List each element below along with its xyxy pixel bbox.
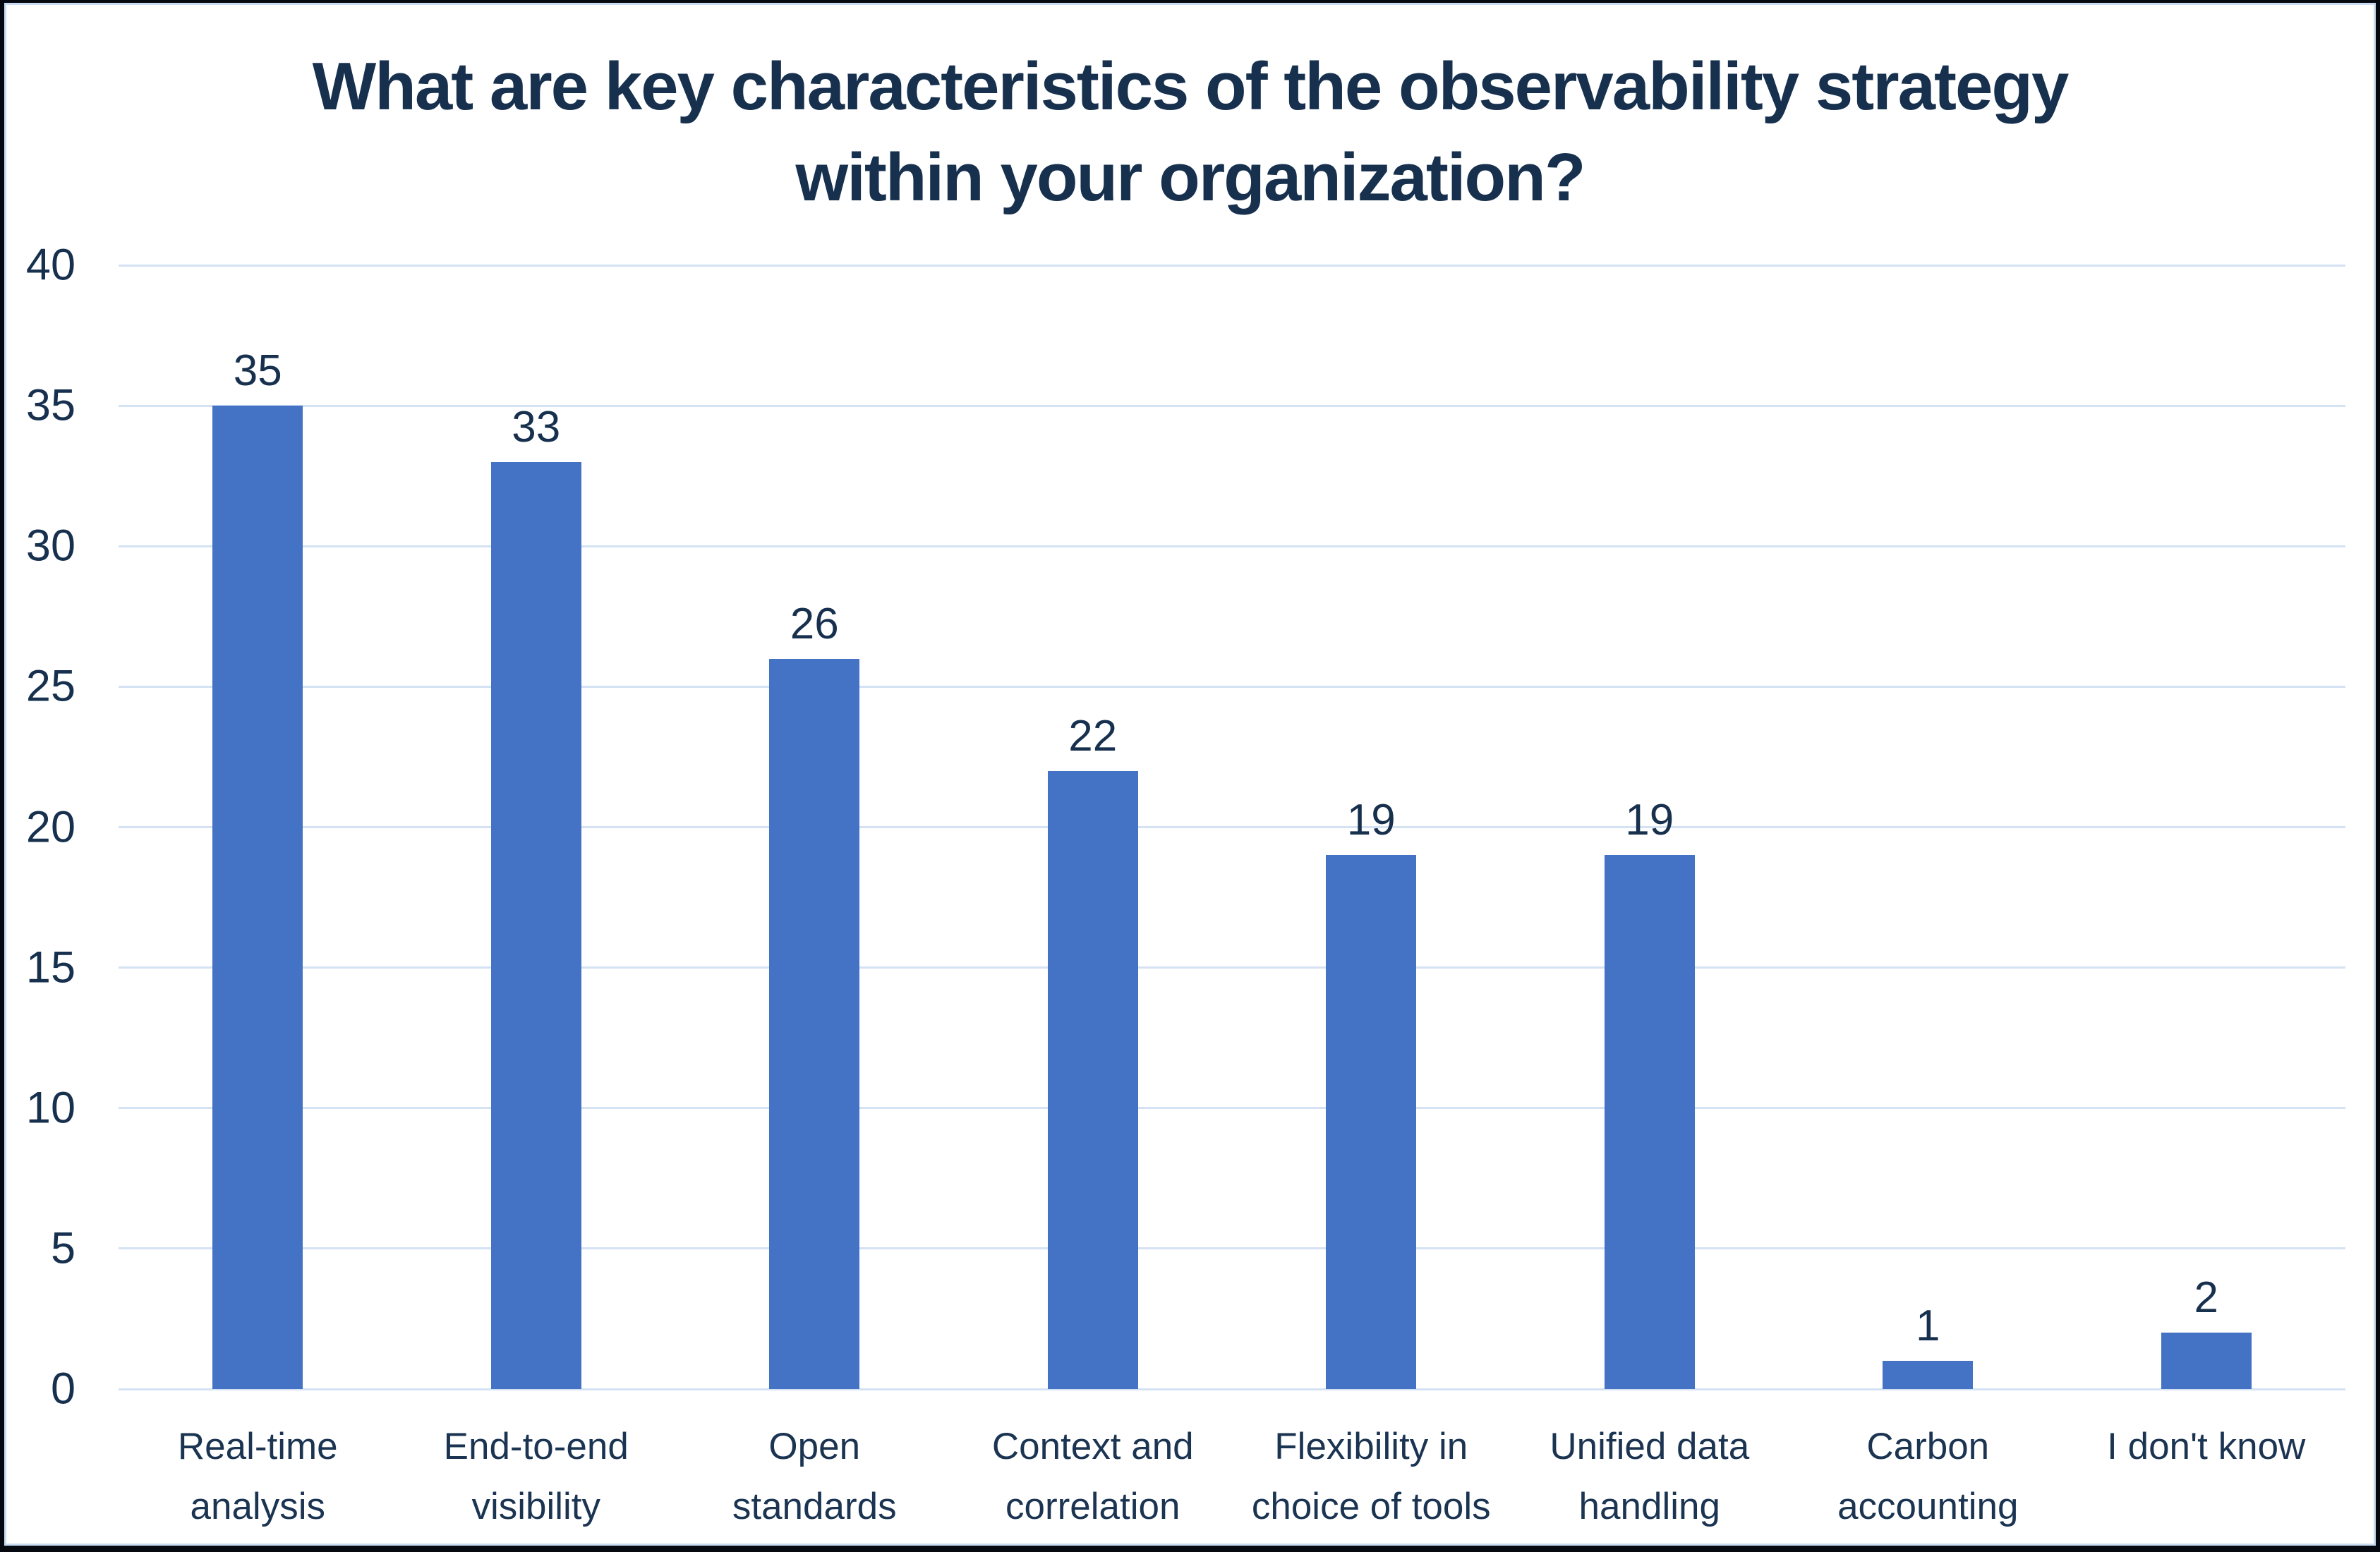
gridline-5 xyxy=(119,1247,2345,1250)
bar-context-and-correlation xyxy=(1047,770,1138,1389)
gridline-20 xyxy=(119,826,2345,828)
gridline-15 xyxy=(119,966,2345,969)
x-category-label-line: Context and xyxy=(991,1426,1194,1467)
y-tick-label-30: 30 xyxy=(25,521,75,571)
chart-area: What are key characteristics of the obse… xyxy=(4,3,2376,1546)
bar-flexibility-in-choice-of-tools xyxy=(1326,855,1417,1389)
gridline-10 xyxy=(119,1107,2345,1110)
x-category-label-line: Real-time xyxy=(177,1426,338,1467)
bar-i-don-t-know xyxy=(2161,1333,2252,1389)
x-category-label-open-standards: Open standards xyxy=(652,1417,977,1537)
x-category-label-line: standards xyxy=(732,1485,897,1527)
bar-value-label-end-to-end-visibility: 33 xyxy=(512,402,561,451)
y-tick-label-10: 10 xyxy=(25,1083,75,1133)
chart-title: What are key characteristics of the obse… xyxy=(6,42,2374,223)
bar-real-time-analysis xyxy=(212,406,303,1389)
gridline-35 xyxy=(119,404,2345,407)
bar-value-label-carbon-accounting: 1 xyxy=(1916,1302,1940,1351)
x-category-label-context-and-correlation: Context and correlation xyxy=(931,1417,1255,1537)
x-category-label-line: visibility xyxy=(471,1485,601,1527)
gridline-40 xyxy=(119,264,2345,267)
bar-value-label-flexibility-in-choice-of-tools: 19 xyxy=(1346,796,1396,845)
x-category-label-line: End-to-end xyxy=(443,1426,629,1467)
y-axis: 0 5 10 15 20 25 30 35 40 xyxy=(6,243,75,1411)
y-tick-label-0: 0 xyxy=(50,1364,75,1414)
gridline-0 xyxy=(119,1388,2345,1390)
x-category-label-i-don-t-know: I don't know xyxy=(2044,1417,2369,1477)
bar-value-label-real-time-analysis: 35 xyxy=(233,346,282,396)
bar-carbon-accounting xyxy=(1883,1361,1974,1389)
x-category-label-line: Unified data xyxy=(1550,1426,1750,1467)
bar-value-label-unified-data-handling: 19 xyxy=(1625,796,1674,845)
x-category-label-line: I don't know xyxy=(2107,1426,2306,1467)
x-category-label-line: Flexibility in xyxy=(1274,1426,1468,1467)
y-tick-label-15: 15 xyxy=(25,942,75,993)
bar-value-label-i-don-t-know: 2 xyxy=(2194,1273,2218,1323)
bar-end-to-end-visibility xyxy=(490,461,581,1389)
x-category-label-line: Open xyxy=(768,1426,861,1467)
title-line-1: What are key characteristics of the obse… xyxy=(312,49,2070,124)
bar-value-label-open-standards: 26 xyxy=(790,599,839,648)
x-category-label-line: accounting xyxy=(1837,1485,2019,1527)
x-category-label-line: handling xyxy=(1578,1485,1720,1527)
title-line-2: within your organization? xyxy=(795,139,1586,215)
gridline-25 xyxy=(119,685,2345,688)
y-tick-label-20: 20 xyxy=(25,802,75,851)
bar-open-standards xyxy=(769,658,860,1389)
x-category-label-line: Carbon xyxy=(1866,1426,1990,1467)
plot-area: 35 33 26 22 19 19 1 2 xyxy=(119,264,2345,1390)
x-category-label-line: analysis xyxy=(190,1485,325,1527)
x-category-label-line: correlation xyxy=(1005,1485,1180,1527)
x-category-label-unified-data-handling: Unified data handling xyxy=(1487,1417,1812,1537)
y-tick-label-35: 35 xyxy=(25,380,75,430)
bar-unified-data-handling xyxy=(1604,855,1695,1389)
x-category-label-real-time-analysis: Real-time analysis xyxy=(95,1417,420,1537)
x-category-label-end-to-end-visibility: End-to-end visibility xyxy=(374,1417,699,1537)
gridline-30 xyxy=(119,545,2345,547)
x-category-label-line: choice of tools xyxy=(1251,1485,1491,1527)
x-category-label-carbon-accounting: Carbon accounting xyxy=(1765,1417,2090,1537)
y-tick-label-25: 25 xyxy=(25,661,75,711)
x-category-label-flexibility-in-choice-of-tools: Flexibility in choice of tools xyxy=(1209,1417,1533,1537)
y-tick-label-40: 40 xyxy=(25,240,75,290)
bar-value-label-context-and-correlation: 22 xyxy=(1068,711,1118,760)
x-axis: Real-time analysis End-to-end visibility Ope… xyxy=(119,1417,2345,1548)
y-tick-label-5: 5 xyxy=(50,1223,75,1273)
